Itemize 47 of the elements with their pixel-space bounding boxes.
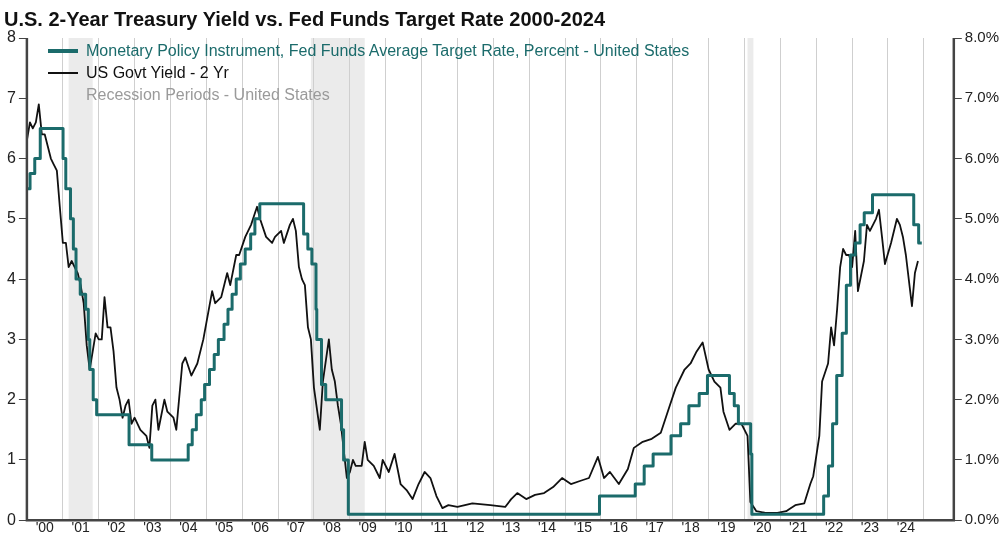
y-tick-label: 8 [6, 28, 16, 46]
x-tick-label: '04 [179, 519, 198, 536]
x-tick-label: '03 [143, 519, 162, 536]
y-tick-label: 6 [6, 148, 16, 166]
x-tick-label: '01 [71, 519, 90, 536]
y2-tick-label: 8.0% [964, 28, 1000, 46]
x-tick-label: '16 [609, 519, 629, 536]
y-tick-label: 3 [6, 329, 16, 347]
x-tick-label: '19 [717, 519, 736, 536]
y2-tick-label: 3.0% [964, 329, 1000, 347]
y2-tick-label: 6.0% [964, 148, 1000, 166]
x-tick-label: '05 [215, 519, 234, 536]
legend-label: Monetary Policy Instrument, Fed Funds Average Target Rate, Percent - United States [86, 41, 690, 61]
y-tick-label: 5 [6, 209, 16, 227]
x-tick-label: '17 [645, 519, 665, 536]
chart-title: U.S. 2-Year Treasury Yield vs. Fed Funds Target Rate 2000-2024 [4, 7, 606, 30]
x-tick-label: '08 [322, 519, 342, 536]
y-tick-label: 4 [6, 269, 16, 287]
x-tick-label: '11 [430, 519, 449, 536]
y2-tick-label: 1.0% [964, 450, 1000, 468]
x-tick-label: '06 [250, 519, 270, 536]
x-tick-label: '10 [394, 519, 413, 536]
x-tick-label: '13 [502, 519, 521, 536]
y-tick-label: 1 [6, 450, 16, 468]
x-tick-label: '12 [466, 519, 485, 536]
y-tick-label: 2 [6, 390, 16, 408]
y-tick-label: 0 [6, 510, 16, 528]
x-tick-label: '07 [286, 519, 306, 536]
y2-tick-label: 7.0% [964, 88, 1000, 106]
y2-tick-label: 0.0% [964, 510, 1000, 528]
x-tick-label: '22 [824, 519, 844, 536]
y2-tick-label: 2.0% [964, 389, 1000, 407]
x-tick-label: '14 [537, 519, 557, 536]
y2-tick-label: 4.0% [964, 269, 1000, 287]
x-tick-label: '00 [35, 519, 55, 536]
x-tick-label: '02 [107, 519, 126, 536]
legend-label: US Govt Yield - 2 Yr [86, 63, 229, 83]
x-tick-label: '20 [753, 519, 772, 536]
x-tick-label: '21 [789, 519, 808, 536]
y-tick-label: 7 [6, 88, 16, 106]
x-tick-label: '09 [358, 519, 377, 536]
x-tick-label: '24 [896, 519, 916, 536]
x-tick-label: '18 [681, 519, 700, 536]
x-tick-label: '23 [860, 519, 880, 536]
band-label: Recession Periods - United States [86, 85, 330, 105]
x-tick-label: '15 [573, 519, 593, 536]
y2-tick-label: 5.0% [964, 208, 1000, 226]
